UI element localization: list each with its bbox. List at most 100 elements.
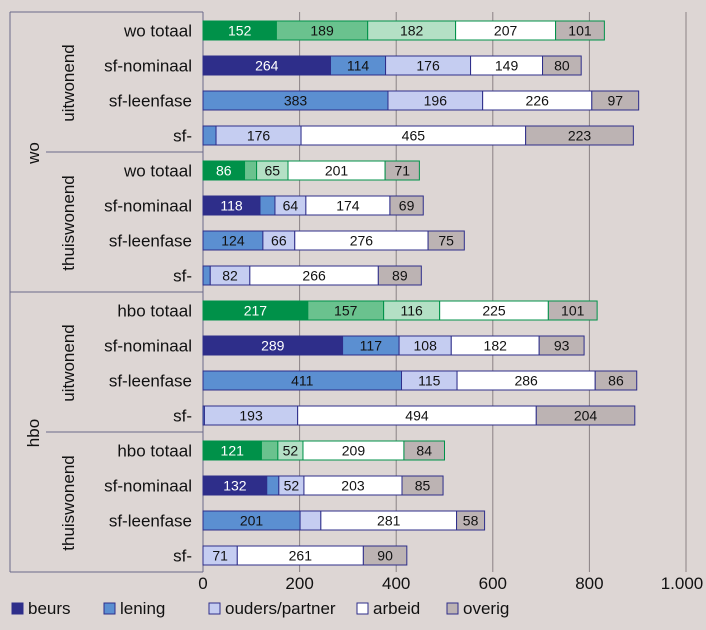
data-label: 80 — [554, 58, 570, 74]
x-tick-label: 800 — [575, 574, 603, 593]
legend-swatch — [11, 602, 24, 615]
x-tick-label: 1.000 — [661, 574, 704, 593]
bar-segment — [377, 265, 422, 286]
data-label: 383 — [284, 93, 308, 109]
data-label: 176 — [416, 58, 440, 74]
data-label: 90 — [377, 548, 393, 564]
category-label: wo totaal — [123, 162, 192, 181]
bars-layer: 152 189 182 207 101 264 114 176 149 80 383 196 226 97… — [202, 20, 640, 566]
data-label: 182 — [400, 23, 424, 39]
category-label: sf-nominaal — [104, 57, 192, 76]
category-label: sf-leenfase — [109, 372, 192, 391]
legend-swatch — [208, 602, 221, 615]
data-label: 276 — [350, 233, 374, 249]
bar-segment — [299, 510, 322, 531]
category-label: sf-leenfase — [109, 512, 192, 531]
data-label: 52 — [284, 478, 300, 494]
data-label: 52 — [283, 443, 299, 459]
bar-segment — [266, 475, 280, 496]
data-label: 86 — [216, 163, 232, 179]
data-label: 116 — [400, 303, 423, 319]
category-label: sf-nominaal — [104, 477, 192, 496]
data-label: 86 — [608, 373, 624, 389]
bar-segment — [389, 195, 424, 216]
legend-label: overig — [463, 599, 509, 618]
bar-segment — [535, 405, 636, 426]
data-label: 101 — [561, 303, 585, 319]
data-label: 174 — [336, 198, 360, 214]
data-label: 118 — [220, 198, 243, 214]
subgroup-label: thuiswonend — [59, 175, 78, 270]
data-label: 89 — [392, 268, 408, 284]
data-label: 152 — [228, 23, 252, 39]
category-label: wo totaal — [123, 22, 192, 41]
data-label: 189 — [310, 23, 334, 39]
data-label: 203 — [341, 478, 365, 494]
data-label: 157 — [334, 303, 358, 319]
category-label: hbo totaal — [117, 302, 192, 321]
data-label: 193 — [239, 408, 263, 424]
bar-segment — [384, 160, 420, 181]
bar-segment — [202, 125, 217, 146]
data-label: 117 — [360, 338, 383, 354]
x-tick-label: 600 — [479, 574, 507, 593]
legend-label: beurs — [28, 599, 71, 618]
data-label: 114 — [347, 58, 370, 74]
data-label: 223 — [568, 128, 592, 144]
group-label: wo — [24, 142, 43, 165]
data-label: 176 — [247, 128, 271, 144]
bar-segment — [403, 440, 446, 461]
data-label: 225 — [482, 303, 506, 319]
bar-segment — [401, 475, 444, 496]
data-label: 101 — [568, 23, 592, 39]
bar-segment — [202, 265, 211, 286]
bar-segment — [525, 125, 634, 146]
category-label: sf-nominaal — [104, 197, 192, 216]
data-label: 84 — [416, 443, 432, 459]
data-label: 217 — [244, 303, 268, 319]
bar-segment — [362, 545, 408, 566]
data-label: 108 — [414, 338, 438, 354]
data-label: 196 — [424, 93, 448, 109]
data-label: 289 — [261, 338, 285, 354]
x-tick-label: 0 — [198, 574, 207, 593]
data-label: 85 — [415, 478, 431, 494]
legend-swatch — [103, 602, 116, 615]
data-label: 261 — [289, 548, 313, 564]
legend: beurs lening ouders/partner arbeid overig — [11, 599, 509, 618]
data-label: 64 — [283, 198, 299, 214]
bar-segment — [456, 510, 486, 531]
subgroup-label: uitwonend — [59, 44, 78, 122]
category-label: hbo totaal — [117, 442, 192, 461]
data-label: 411 — [291, 373, 314, 389]
data-label: 264 — [255, 58, 279, 74]
data-label: 93 — [554, 338, 570, 354]
group-label: hbo — [24, 419, 43, 447]
category-labels: wo totaal sf-nominaal sf-leenfase sf-uitwon… — [24, 22, 192, 566]
bar-segment — [542, 55, 582, 76]
data-label: 201 — [325, 163, 349, 179]
data-label: 286 — [514, 373, 538, 389]
category-label: sf- — [173, 547, 192, 566]
data-label: 65 — [265, 163, 281, 179]
data-label: 115 — [418, 373, 441, 389]
bar-segment — [244, 160, 258, 181]
data-label: 66 — [271, 233, 287, 249]
bar-segment — [427, 230, 465, 251]
subgroup-label: thuiswonend — [59, 455, 78, 550]
data-label: 58 — [463, 513, 479, 529]
bar-segment — [555, 20, 605, 41]
category-label: sf-leenfase — [109, 232, 192, 251]
legend-label: arbeid — [373, 599, 420, 618]
data-label: 207 — [494, 23, 518, 39]
data-label: 75 — [438, 233, 454, 249]
category-label: sf-nominaal — [104, 337, 192, 356]
bar-segment — [260, 440, 279, 461]
data-label: 82 — [222, 268, 238, 284]
data-label: 132 — [223, 478, 247, 494]
subgroup-label: uitwonend — [59, 324, 78, 402]
data-label: 71 — [394, 163, 410, 179]
x-tick-label: 400 — [382, 574, 410, 593]
legend-label: lening — [120, 599, 165, 618]
bar-segment — [594, 370, 638, 391]
